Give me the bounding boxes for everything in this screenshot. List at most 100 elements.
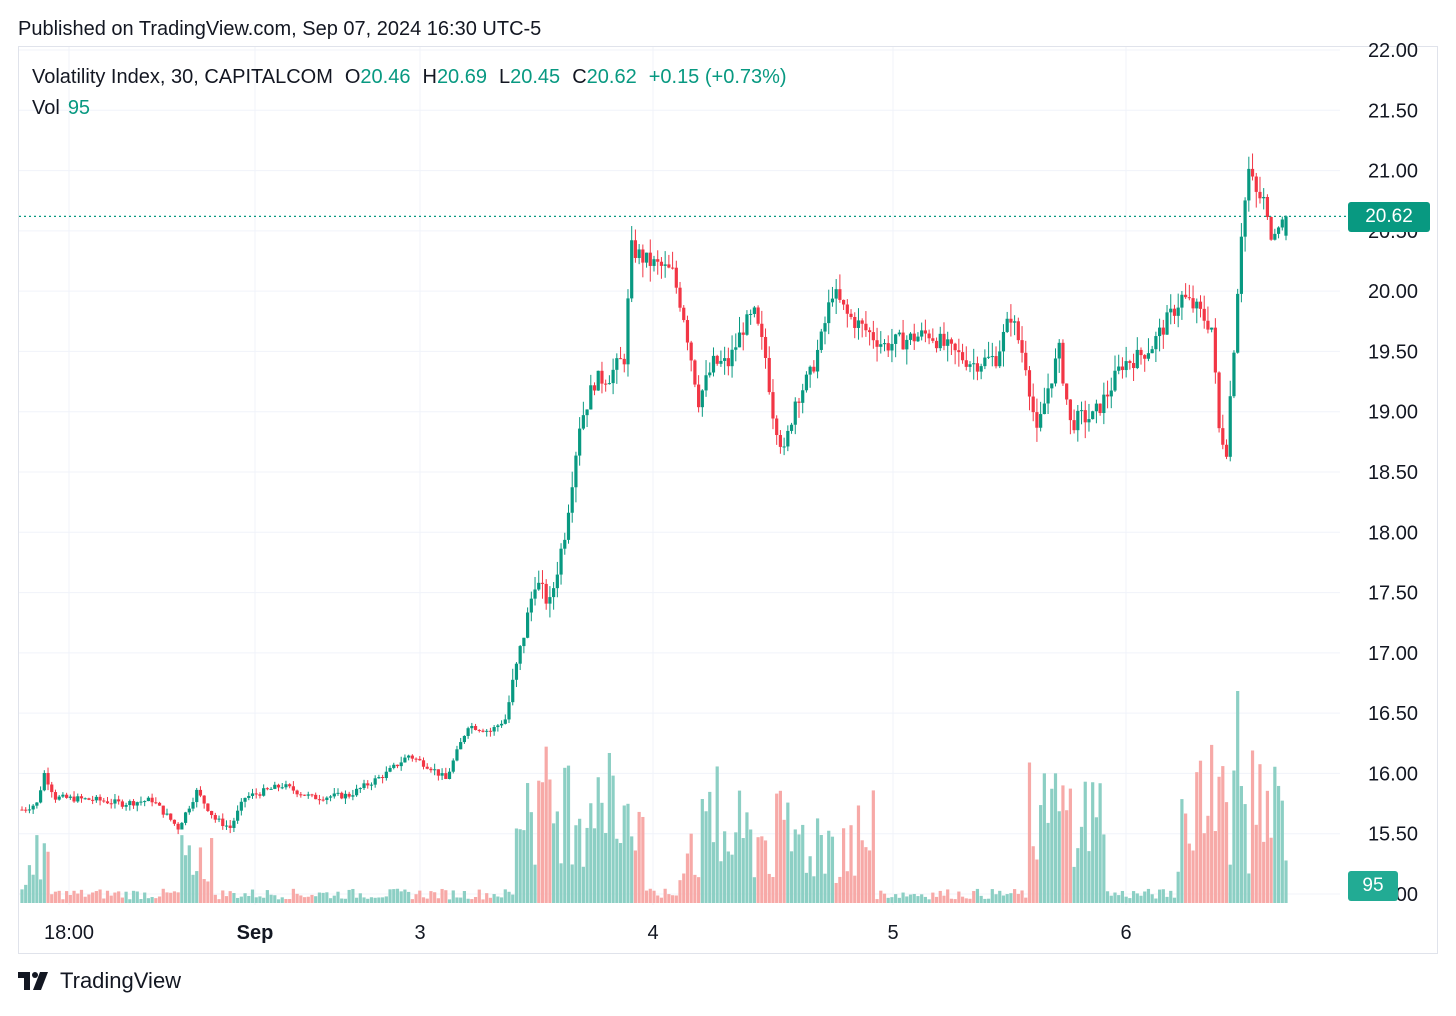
volume-bar [321,892,325,903]
volume-bar [1068,788,1072,903]
volume-bar [633,850,638,903]
volume-bar [488,897,493,903]
candle-body [172,819,177,824]
volume-bar [1213,831,1217,903]
candle-body [611,369,615,384]
volume-bar [250,889,255,903]
candle-body [842,299,846,305]
candle-body [1150,349,1154,354]
volume-bar [537,780,541,903]
volume-bar [165,892,169,903]
candle-body [667,264,671,268]
volume-bar [351,888,355,903]
volume-bar [1105,891,1110,903]
candle-body [514,663,519,680]
candle-body [1046,388,1050,404]
volume-bar [700,799,704,903]
candle-body [1210,327,1214,330]
volume-bar [604,832,608,903]
volume-bar [444,890,448,903]
candle-body [217,818,221,820]
volume-bar [1154,898,1158,903]
volume-bar [332,895,336,903]
volume-bar [529,812,533,903]
volume-bar [157,896,162,903]
volume-legend: Vol 95 [32,97,90,120]
candle-body [957,350,961,353]
volume-bar [1150,894,1154,903]
volume-bar [139,899,143,903]
chart-frame[interactable] [18,46,1438,954]
x-tick-label: 18:00 [44,922,94,944]
candle-body [351,795,355,797]
tradingview-brand[interactable]: TradingView [18,968,181,994]
candle-body [901,332,905,350]
candle-body [849,313,853,317]
volume-bar [886,897,890,903]
candle-body [362,783,366,789]
candle-body [42,773,46,791]
volume-bar [968,898,972,903]
volume-bar [459,897,463,903]
candle-body [555,574,559,589]
candle-body [284,784,288,788]
volume-bar [868,850,872,903]
candle-body [403,757,407,763]
volume-bar [994,894,998,903]
volume-bar [288,899,292,903]
candle-body [1217,372,1221,429]
volume-bar [113,892,117,903]
candle-body [685,320,690,343]
volume-bar [239,896,243,903]
y-tick-label: 19.00 [1368,402,1418,424]
volume-bar [429,891,433,903]
candle-body [1180,294,1184,308]
volume-bar [789,851,794,903]
volume-bar [328,898,333,903]
y-tick-label: 15.50 [1368,824,1418,846]
candle-body [388,767,392,772]
volume-bar [644,890,649,903]
volume-bar [42,843,46,903]
volume-bar [447,899,452,903]
candle-body [626,298,630,365]
volume-bar [756,837,760,903]
y-tick-label: 20.00 [1368,281,1418,303]
vol-label: Vol [32,97,60,119]
volume-bar [514,828,519,903]
volume-bar [685,853,690,903]
candle-body [1184,294,1188,298]
candle-body [990,356,994,358]
volume-bar [1102,834,1106,903]
brand-name: TradingView [60,968,182,993]
volume-bar [641,816,645,903]
volume-bar [979,895,983,903]
candle-body [670,267,675,269]
candle-body [221,818,225,827]
candle-body [354,788,359,796]
candle-body [295,790,299,795]
volume-bar [797,834,801,903]
volume-bar [418,890,422,903]
candle-body [206,803,210,811]
candle-body [529,598,533,613]
volume-bar [183,855,188,903]
candle-body [94,796,98,801]
price-candles [20,153,1288,835]
candle-body [704,375,708,391]
candle-body [83,798,87,800]
volume-bar [585,827,589,903]
candle-body [1013,321,1017,323]
candle-body [552,588,556,598]
volume-bar [559,863,563,903]
candle-body [50,784,54,793]
candle-body [756,307,760,324]
volume-bar [1210,744,1214,903]
volume-bar [734,832,738,903]
candle-body [894,334,898,344]
volume-bar [340,898,344,903]
volume-bar [1031,846,1035,903]
y-tick-label: 16.00 [1368,763,1418,785]
volume-bar [667,894,671,903]
